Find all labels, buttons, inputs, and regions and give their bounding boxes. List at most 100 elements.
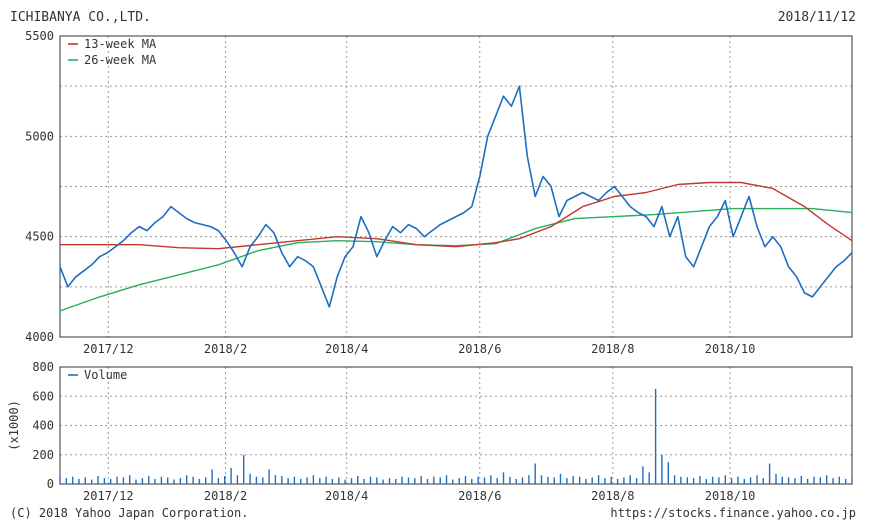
volume-bar bbox=[160, 476, 163, 484]
volume-frame bbox=[59, 366, 853, 485]
copyright-text: (C) 2018 Yahoo Japan Corporation. bbox=[10, 506, 249, 520]
volume-bar bbox=[699, 476, 701, 484]
volume-bar bbox=[236, 475, 239, 484]
volume-bar bbox=[838, 476, 840, 484]
price-x-tick-label: 2017/12 bbox=[83, 342, 134, 356]
volume-bar bbox=[420, 476, 422, 484]
volume-bar bbox=[331, 478, 334, 484]
legend-ma13-label: 13-week MA bbox=[84, 37, 157, 51]
volume-y-tick-label: 200 bbox=[32, 448, 54, 462]
source-url[interactable]: https://stocks.finance.yahoo.co.jp bbox=[610, 506, 856, 520]
volume-x-tick-label: 2017/12 bbox=[83, 489, 134, 503]
volume-bar bbox=[806, 478, 809, 484]
volume-bar bbox=[148, 476, 150, 484]
volume-bar bbox=[604, 478, 606, 484]
volume-bar bbox=[629, 475, 631, 484]
volume-bar bbox=[775, 473, 777, 484]
volume-bar bbox=[597, 475, 600, 484]
volume-bar bbox=[198, 478, 201, 484]
volume-bar bbox=[667, 462, 669, 484]
volume-bar bbox=[572, 476, 574, 484]
price-x-tick-label: 2018/8 bbox=[591, 342, 634, 356]
volume-bar bbox=[540, 475, 543, 484]
volume-bar bbox=[686, 477, 688, 484]
volume-bar bbox=[401, 476, 403, 484]
price-x-tick-label: 2018/6 bbox=[458, 342, 501, 356]
volume-bar bbox=[458, 478, 460, 484]
volume-bar bbox=[243, 454, 245, 485]
ma26-line bbox=[59, 207, 853, 312]
volume-bar bbox=[654, 388, 657, 484]
volume-bar bbox=[559, 473, 562, 484]
volume-y-tick-label: 0 bbox=[47, 477, 54, 491]
volume-bar bbox=[591, 477, 593, 484]
volume-bar bbox=[578, 476, 581, 484]
price-panel: 2017/12 2018/2 2018/4 2018/6 2018/8 2018/10 55… bbox=[25, 29, 853, 356]
volume-bar bbox=[338, 477, 340, 484]
volume-bar bbox=[826, 475, 828, 484]
volume-bar bbox=[692, 478, 695, 484]
volume-bar bbox=[426, 478, 429, 484]
volume-bar bbox=[718, 477, 720, 484]
volume-bar bbox=[756, 475, 758, 484]
volume-bar bbox=[211, 469, 213, 484]
volume-bar bbox=[135, 479, 137, 484]
volume-bar bbox=[439, 477, 441, 484]
volume-bar bbox=[407, 477, 410, 484]
volume-bar bbox=[179, 478, 182, 484]
price-y-tick-label: 4500 bbox=[25, 230, 54, 244]
volume-bar bbox=[509, 476, 511, 484]
volume-bar bbox=[255, 476, 258, 484]
volume-y-tick-label: 600 bbox=[32, 389, 54, 403]
volume-bar bbox=[433, 476, 435, 484]
volume-bar bbox=[534, 463, 536, 484]
volume-bar bbox=[395, 478, 397, 484]
volume-bar bbox=[610, 476, 612, 484]
volume-bar bbox=[819, 477, 821, 484]
volume-bar bbox=[110, 478, 112, 484]
volume-bar bbox=[300, 478, 302, 484]
volume-bar bbox=[369, 476, 372, 484]
volume-bar bbox=[293, 476, 296, 484]
volume-bar bbox=[350, 478, 353, 484]
price-x-tick-label: 2018/10 bbox=[705, 342, 756, 356]
legend-ma26-label: 26-week MA bbox=[84, 53, 157, 67]
volume-bar bbox=[312, 475, 315, 484]
volume-bar bbox=[452, 479, 454, 484]
volume-bar bbox=[648, 472, 650, 484]
volume-panel: 2017/12 2018/2 2018/4 2018/6 2018/8 2018/10 80… bbox=[7, 360, 853, 503]
volume-bar bbox=[84, 477, 86, 484]
volume-y-tick-label: 800 bbox=[32, 360, 54, 374]
volume-bar bbox=[781, 476, 783, 484]
volume-bar bbox=[813, 476, 815, 484]
volume-bar bbox=[268, 469, 270, 484]
volume-bar bbox=[173, 479, 175, 484]
volume-bar bbox=[743, 478, 745, 484]
volume-bar bbox=[287, 478, 289, 484]
volume-bar bbox=[845, 478, 847, 484]
volume-bar bbox=[794, 478, 796, 484]
volume-bar bbox=[673, 475, 676, 484]
volume-bar bbox=[737, 476, 739, 484]
volume-bar bbox=[471, 478, 473, 484]
volume-bar bbox=[59, 475, 61, 484]
volume-bar bbox=[705, 478, 707, 484]
volume-bar bbox=[167, 477, 169, 484]
volume-bar bbox=[205, 477, 207, 484]
volume-y-tick-label: 400 bbox=[32, 419, 54, 433]
volume-x-tick-label: 2018/2 bbox=[204, 489, 247, 503]
volume-bar bbox=[515, 478, 517, 484]
volume-bar bbox=[680, 476, 682, 484]
volume-bar bbox=[585, 478, 587, 484]
volume-bar bbox=[521, 477, 524, 484]
volume-bar bbox=[306, 477, 308, 484]
volume-bar bbox=[281, 476, 283, 484]
volume-bar bbox=[344, 479, 346, 484]
volume-bar bbox=[230, 467, 232, 484]
volume-bar bbox=[376, 477, 378, 484]
volume-bar bbox=[787, 477, 790, 484]
chart-date: 2018/11/12 bbox=[777, 10, 856, 25]
volume-bar bbox=[724, 475, 726, 484]
volume-bar bbox=[642, 466, 644, 484]
volume-bar bbox=[186, 475, 188, 484]
